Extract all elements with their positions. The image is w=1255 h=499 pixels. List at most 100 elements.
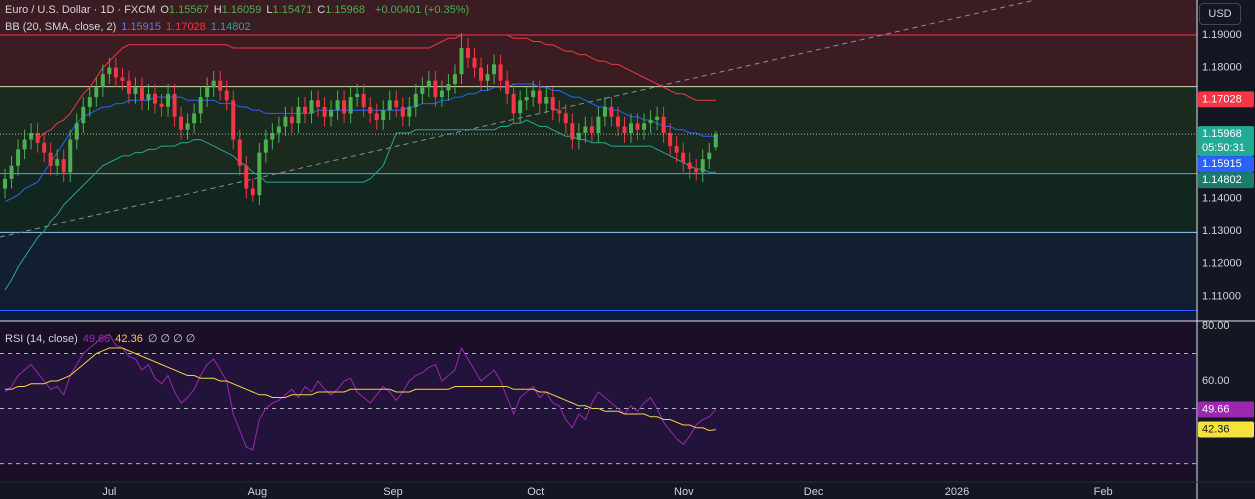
y-tick-label: 1.11000 bbox=[1202, 290, 1241, 302]
ohlc-value: 1.16059 bbox=[221, 4, 262, 16]
price-tag bbox=[1198, 126, 1254, 157]
x-tick-label: Sep bbox=[383, 486, 403, 498]
candle-body bbox=[68, 139, 73, 173]
rsi-tick-label: 80.00 bbox=[1202, 320, 1230, 332]
candle-body bbox=[322, 106, 327, 117]
candle-body bbox=[257, 152, 262, 196]
zone bbox=[0, 173, 1197, 233]
trend-line bbox=[0, 0, 1036, 238]
candle-body bbox=[361, 93, 366, 107]
currency-button[interactable]: USD bbox=[1199, 3, 1241, 25]
candle-body bbox=[433, 80, 438, 98]
rsi-value: ∅ ∅ ∅ ∅ bbox=[147, 333, 196, 345]
price-tag bbox=[1198, 91, 1254, 108]
candle-body bbox=[452, 74, 457, 85]
candle-body bbox=[694, 168, 699, 173]
candle-body bbox=[316, 100, 321, 107]
candle-body bbox=[687, 162, 692, 169]
indicator-value: 1.17028 bbox=[166, 21, 206, 33]
candle-body bbox=[668, 133, 673, 147]
candle-body bbox=[192, 113, 197, 124]
candle-body bbox=[537, 90, 542, 104]
candle-body bbox=[126, 80, 131, 94]
candle-body bbox=[270, 133, 275, 140]
candle-body bbox=[16, 149, 21, 166]
candle-body bbox=[152, 93, 157, 104]
candle-body bbox=[61, 159, 66, 173]
candle-body bbox=[250, 188, 255, 196]
price-tag-label: 1.14802 bbox=[1202, 174, 1242, 186]
candle-body bbox=[531, 90, 536, 98]
candle-body bbox=[674, 146, 679, 153]
candle-body bbox=[544, 97, 549, 104]
rsi-line bbox=[4, 333, 717, 451]
rsi-values: 49.66 42.36 ∅ ∅ ∅ ∅ bbox=[83, 333, 201, 345]
candle-body bbox=[518, 100, 523, 114]
candle-body bbox=[387, 100, 392, 111]
countdown: 05:50:31 bbox=[1202, 142, 1245, 154]
candle-body bbox=[74, 123, 79, 140]
candle-body bbox=[335, 100, 340, 111]
zone bbox=[0, 0, 1197, 35]
candle-body bbox=[576, 133, 581, 140]
candle-body bbox=[681, 152, 686, 163]
candle-body bbox=[400, 106, 405, 117]
x-tick-label: Dec bbox=[804, 486, 824, 498]
candle-body bbox=[642, 123, 647, 130]
price-tag-label: 42.36 bbox=[1202, 423, 1230, 435]
candle-body bbox=[609, 106, 614, 117]
candle-body bbox=[563, 113, 568, 124]
candle-body bbox=[557, 110, 562, 114]
candle-body bbox=[22, 139, 27, 150]
candle-body bbox=[394, 100, 399, 107]
candle-body bbox=[94, 87, 99, 98]
candle-body bbox=[29, 133, 34, 140]
price-tag-label: 1.17028 bbox=[1202, 93, 1242, 105]
candle-body bbox=[439, 90, 444, 98]
candle-body bbox=[355, 93, 360, 98]
candle-body bbox=[707, 152, 712, 160]
price-tag bbox=[1198, 421, 1254, 438]
candle-body bbox=[329, 110, 334, 117]
candle-body bbox=[35, 133, 40, 143]
y-tick-label: 1.13000 bbox=[1202, 225, 1242, 237]
candle-body bbox=[465, 48, 470, 58]
candle-body bbox=[459, 48, 464, 75]
candle-body bbox=[511, 93, 516, 114]
ohlc-value: 1.15567 bbox=[168, 4, 209, 16]
price-tag bbox=[1198, 156, 1254, 173]
ohlc-value: 1.15471 bbox=[272, 4, 313, 16]
x-tick-label: Aug bbox=[248, 486, 268, 498]
candle-body bbox=[446, 84, 451, 91]
candle-body bbox=[166, 93, 171, 107]
candle-body bbox=[505, 80, 510, 94]
candle-body bbox=[9, 165, 14, 179]
x-tick-label: Jul bbox=[102, 486, 116, 498]
rsi-value: 49.66 bbox=[82, 333, 111, 345]
candle-body bbox=[3, 178, 8, 189]
price-tag-label: 1.15968 bbox=[1202, 128, 1242, 140]
candle-body bbox=[713, 134, 718, 148]
x-tick-label: Feb bbox=[1094, 486, 1113, 498]
band-line bbox=[4, 83, 716, 203]
candle-body bbox=[237, 139, 242, 166]
symbol-title: Euro / U.S. Dollar · 1D · FXCM bbox=[5, 4, 156, 16]
indicator-value: 1.14802 bbox=[210, 21, 251, 33]
candle-body bbox=[81, 106, 86, 124]
rsi-value: 42.36 bbox=[115, 333, 143, 345]
candle-body bbox=[146, 93, 151, 101]
candle-body bbox=[263, 139, 268, 153]
candle-body bbox=[179, 116, 184, 130]
candle-body bbox=[133, 87, 138, 94]
candle-body bbox=[635, 123, 640, 130]
candle-body bbox=[244, 165, 249, 189]
zone bbox=[0, 232, 1197, 311]
candle-body bbox=[472, 57, 477, 68]
indicator-name: BB (20, SMA, close, 2) bbox=[5, 21, 117, 33]
candle-body bbox=[113, 67, 118, 78]
candle-body bbox=[498, 64, 503, 81]
ohlc-key: C bbox=[317, 4, 326, 16]
candle-body bbox=[283, 116, 288, 127]
candle-body bbox=[289, 116, 294, 124]
